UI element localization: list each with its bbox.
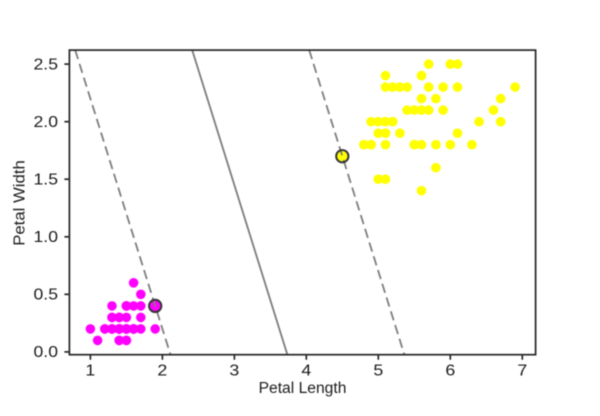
svg-text:2: 2 <box>157 363 167 380</box>
svg-text:Petal Length: Petal Length <box>259 380 347 397</box>
svg-text:4: 4 <box>301 363 311 380</box>
svg-text:7: 7 <box>517 363 527 380</box>
svg-text:6: 6 <box>445 363 455 380</box>
svg-text:5: 5 <box>373 363 383 380</box>
svg-text:3: 3 <box>229 363 239 380</box>
svg-text:Petal Width: Petal Width <box>12 160 29 246</box>
svg-text:1: 1 <box>85 363 95 380</box>
svg-text:1.0: 1.0 <box>34 229 59 246</box>
svg-text:2.0: 2.0 <box>34 114 59 131</box>
svg-text:0.5: 0.5 <box>34 287 59 304</box>
svg-text:0.0: 0.0 <box>34 344 59 361</box>
svg-text:1.5: 1.5 <box>34 172 59 189</box>
svg-text:2.5: 2.5 <box>34 56 59 73</box>
